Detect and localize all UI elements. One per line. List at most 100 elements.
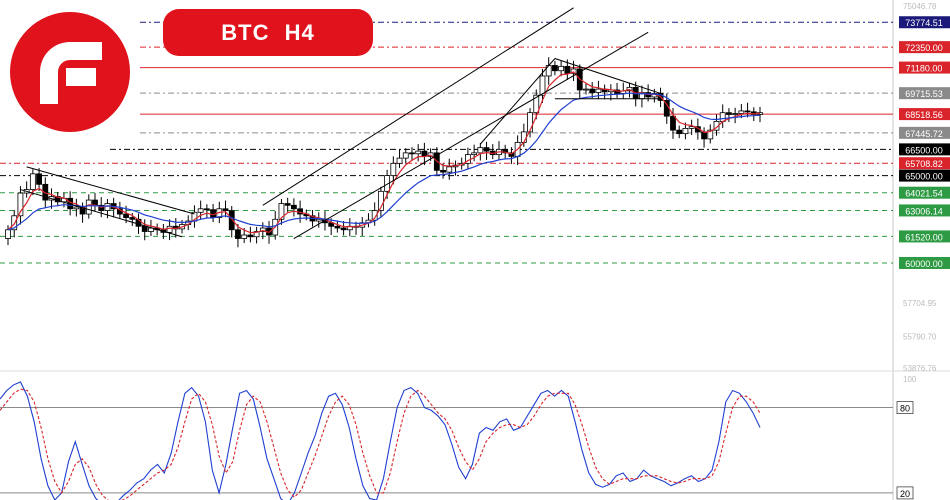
candle-body [552,65,558,72]
candle-body [42,183,49,201]
candle-body [471,152,478,156]
candle-body [508,152,515,157]
price-level-tag [899,126,950,139]
chart-title: BTC H4 [163,9,373,56]
price-level-tag [899,169,950,182]
candle-body [334,225,341,229]
candle-body [290,204,297,210]
candle-body [123,213,129,218]
candle-body [390,162,397,176]
candle-body [396,157,403,164]
candle-body [682,128,689,135]
price-axis-panel [893,0,950,500]
candle-body [483,147,490,152]
candle-body [539,75,546,96]
stoch-axis-label: 100 [903,375,917,384]
candle-body [129,217,136,220]
candle-body [533,94,540,114]
candle-body [197,208,204,213]
candle-body [676,129,683,135]
price-level-tag [899,61,950,74]
ma-slow-line [7,92,761,231]
price-level-tag [899,108,950,121]
axis-edge-label: 55790.70 [903,333,937,342]
price-level-label: 60000.00 [905,259,943,269]
candle-body [73,206,80,210]
channel-lower-line [293,31,649,239]
candle-body [17,192,24,217]
wedge-lower-line [20,189,183,238]
stoch-level-tag [896,401,914,414]
candle-body [11,215,18,231]
price-level-label: 73774.51 [905,18,943,28]
candle-body [744,110,751,113]
candle-body [222,208,229,211]
candle-body [284,203,291,206]
candle-body [85,199,92,215]
candle-body [384,175,391,192]
candle-body [98,204,105,211]
triangle-rise-line [479,58,556,145]
candle-body [228,210,235,231]
triangle-upper-line [554,58,661,94]
candle-body [570,68,577,74]
candle-body [446,166,453,173]
stoch-axis-label: 20 [900,489,910,499]
price-level-label: 63006.14 [905,206,943,216]
candle-body [688,126,695,129]
candle-body [595,88,602,93]
price-level-label: 65000.00 [905,172,943,182]
price-level-tag [899,16,950,29]
candle-body [166,225,173,233]
axis-edge-label: 75046.78 [903,2,937,11]
candle-body [409,152,415,155]
price-level-tag [899,204,950,217]
candle-body [259,227,266,232]
candle-body [241,234,248,239]
channel-upper-line [262,7,574,206]
candle-body [558,65,565,72]
price-level-label: 67445.72 [905,129,943,139]
candle-body [141,225,148,232]
candle-body [253,231,260,238]
price-level-tag [899,143,950,156]
axis-edge-label: 57704.95 [903,299,937,308]
stoch-level-tag [896,486,914,500]
stoch-axis-label: 80 [900,404,910,414]
price-level-tag [899,230,950,243]
candle-body [104,203,111,211]
candle-body [415,150,422,155]
price-level-label: 69715.53 [905,89,943,99]
candle-body [340,227,347,231]
candle-body [5,229,11,239]
wedge-upper-line [26,166,195,215]
stoch-d-line [0,388,761,500]
candle-body [440,169,446,173]
candle-body [278,203,285,220]
price-level-label: 66500.00 [905,145,943,155]
candle-body [502,148,509,154]
candle-body [235,229,241,239]
candle-body [670,115,676,131]
candle-body [583,88,589,91]
axis-edge-label: 53876.76 [903,364,937,373]
candle-body [36,173,42,185]
candle-body [371,210,378,221]
price-level-label: 68518.56 [905,110,943,120]
ma-fast-line [7,71,761,234]
candle-body [614,89,620,94]
candle-body [402,152,409,159]
price-level-label: 72350.00 [905,43,943,53]
candle-body [707,129,714,140]
candle-body [54,196,61,203]
candle-body [520,131,527,143]
candle-body [732,113,739,115]
price-level-label: 61520.00 [905,232,943,242]
price-level-tag [899,41,950,54]
candle-body [527,112,533,133]
candle-body [589,88,596,93]
price-level-tag [899,157,950,170]
price-level-tag [899,186,950,199]
candle-body [203,208,210,211]
